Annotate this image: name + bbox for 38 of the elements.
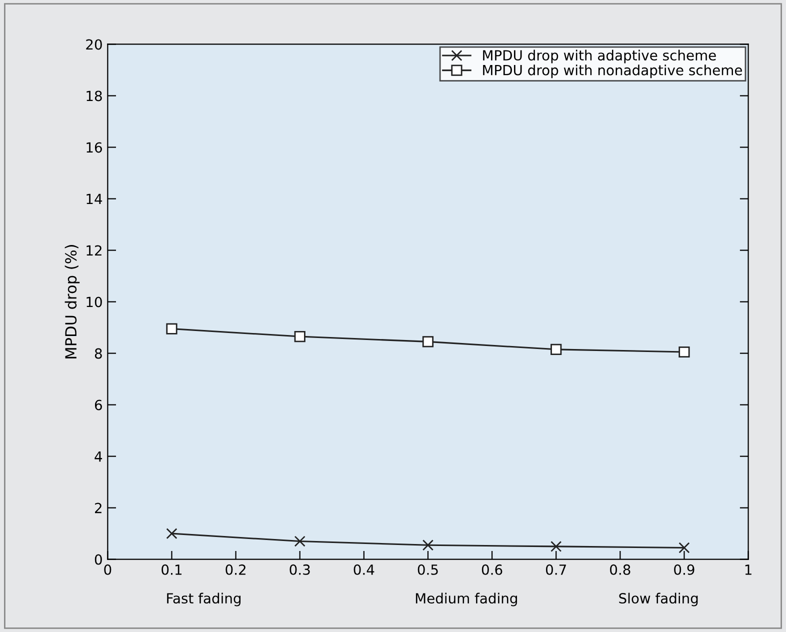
y-tick-label: 16: [86, 142, 102, 153]
y-tick-label: 18: [86, 90, 102, 102]
x-tick-label: 0: [104, 564, 112, 575]
x-tick-label: 0.2: [226, 564, 246, 575]
x-tick-label: 0.6: [482, 564, 502, 575]
point: [550, 540, 562, 552]
point: [294, 330, 306, 342]
y-axis-title: MPDU drop (%): [64, 245, 80, 358]
y-tick-label: 12: [86, 245, 102, 256]
text: Medium fading: [416, 592, 517, 606]
point: [294, 536, 306, 547]
y-tick-label: 4: [94, 451, 102, 462]
legend-label: MPDU drop with adaptive scheme: [483, 50, 716, 64]
point: [422, 540, 434, 551]
text: Slow fading: [619, 592, 698, 606]
x-tick-label: 0.5: [418, 564, 438, 575]
x-tick-label: 1: [745, 564, 752, 575]
point: [166, 323, 178, 334]
y-tick-label: 8: [94, 348, 102, 359]
legend-label: MPDU drop with nonadaptive scheme: [483, 64, 742, 78]
y-tick-label: 20: [86, 39, 102, 50]
y-tick-label: 14: [86, 194, 102, 204]
point: [550, 344, 562, 355]
x-tick-label: 0.4: [354, 564, 374, 575]
point: [678, 346, 690, 358]
y-tick-label: 6: [94, 400, 102, 410]
y-tick-label: 0: [94, 554, 102, 565]
y-tick-label: 2: [95, 502, 102, 514]
point: [678, 542, 690, 554]
x-tick-label: 0.9: [674, 564, 694, 575]
x-tick-label: 0.7: [546, 564, 566, 575]
x-tick-label: 0.1: [162, 564, 182, 575]
x-tick-label: 0.8: [610, 564, 630, 575]
point: [166, 528, 178, 540]
point: [422, 336, 434, 348]
text: Fast fading: [167, 592, 241, 606]
y-tick-label: 10: [86, 296, 102, 308]
x-tick-label: 0.3: [290, 564, 310, 575]
